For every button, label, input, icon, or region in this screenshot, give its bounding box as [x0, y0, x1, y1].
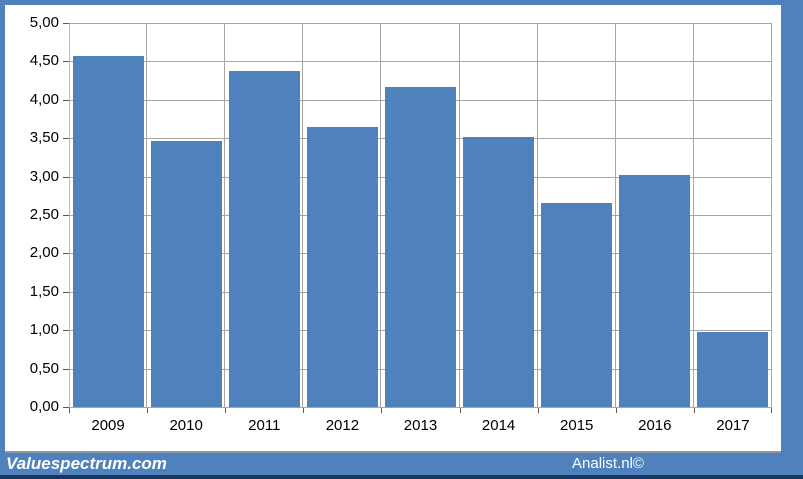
y-axis-tick — [63, 330, 69, 332]
y-axis-tick — [63, 138, 69, 140]
chart-canvas: 0,00 0,50 1,00 1,50 2,00 2,50 3,00 3,50 4,00 4,50… — [5, 5, 781, 453]
x-axis-tick — [69, 408, 70, 413]
plot-area — [69, 23, 772, 408]
v-gridline — [380, 24, 382, 408]
y-tick-label: 1,00 — [29, 321, 59, 339]
v-gridline — [536, 24, 538, 408]
y-tick-label: 0,00 — [29, 398, 59, 415]
x-tick-label: 2017 — [716, 417, 750, 434]
v-gridline — [302, 24, 304, 408]
x-tick-label: 2009 — [91, 417, 125, 434]
y-axis-tick — [63, 99, 69, 101]
y-tick-label: 2,50 — [29, 206, 59, 223]
x-axis-tick — [381, 408, 383, 413]
v-gridline — [771, 24, 772, 408]
y-tick-label: 5,00 — [29, 14, 59, 31]
x-tick-label: 2010 — [169, 417, 203, 434]
x-axis-tick — [225, 408, 227, 413]
y-tick-label: 3,00 — [29, 167, 59, 185]
x-axis-tick — [537, 408, 539, 413]
x-axis-tick — [147, 408, 149, 413]
brand-valuespectrum: Valuespectrum.com — [6, 454, 167, 473]
y-axis-line — [69, 24, 70, 408]
bar-2017 — [697, 331, 769, 407]
x-tick-label: 2016 — [638, 417, 672, 434]
bar-2010 — [150, 141, 222, 407]
h-gridline — [69, 61, 772, 63]
x-tick-label: 2015 — [560, 417, 594, 434]
x-tick-label: 2011 — [248, 417, 281, 434]
bar-2009 — [72, 56, 144, 407]
x-axis-tick — [303, 408, 305, 413]
v-gridline — [458, 24, 460, 408]
bottom-accent-line — [0, 475, 803, 479]
y-tick-label: 4,50 — [29, 52, 59, 70]
x-tick-label: 2013 — [403, 417, 438, 434]
y-tick-label: 4,00 — [29, 90, 59, 108]
x-axis-line — [69, 407, 772, 408]
bar-2013 — [384, 86, 457, 407]
v-gridline — [224, 24, 226, 408]
x-axis-tick — [771, 408, 772, 413]
y-axis-tick — [63, 253, 69, 255]
bar-2015 — [541, 202, 613, 407]
y-axis-tick — [63, 407, 69, 408]
y-tick-label: 1,50 — [29, 282, 59, 300]
x-axis-tick — [615, 408, 617, 413]
y-tick-label: 2,00 — [29, 244, 59, 262]
bar-2016 — [619, 175, 691, 407]
y-tick-label: 0,50 — [29, 359, 59, 377]
y-axis-tick — [63, 23, 69, 24]
x-axis-tick — [693, 408, 695, 413]
v-gridline — [692, 24, 694, 408]
brand-analist: Analist.nl© — [572, 455, 644, 472]
branding-bar: Valuespectrum.com Analist.nl© — [0, 453, 803, 475]
h-gridline — [69, 23, 772, 24]
bar-2012 — [306, 126, 378, 407]
x-tick-label: 2014 — [481, 417, 516, 434]
y-axis-tick — [63, 291, 69, 293]
x-axis-tick — [459, 408, 461, 413]
bar-2011 — [228, 71, 300, 407]
y-axis-tick — [63, 61, 69, 63]
bar-2014 — [463, 137, 535, 407]
y-tick-label: 3,50 — [29, 129, 59, 147]
x-tick-label: 2012 — [325, 417, 360, 434]
y-axis-tick — [63, 176, 69, 178]
y-axis-tick — [63, 368, 69, 370]
y-axis-tick — [63, 215, 69, 216]
v-gridline — [146, 24, 148, 408]
v-gridline — [614, 24, 616, 408]
